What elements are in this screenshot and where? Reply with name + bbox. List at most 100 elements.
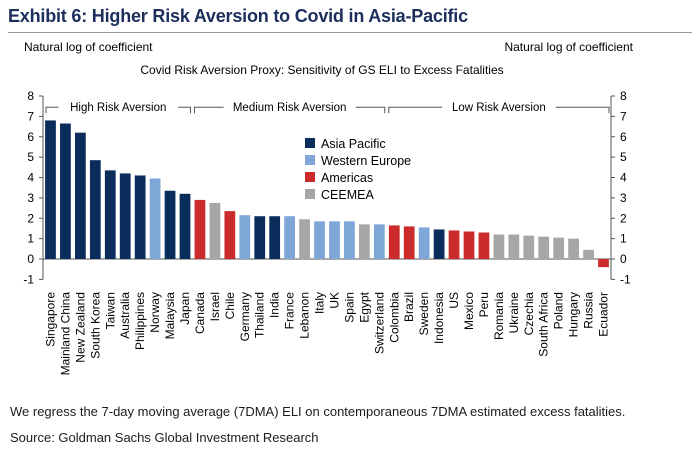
- x-tick-label: South Africa: [537, 292, 551, 357]
- y-tick-label-left: -1: [23, 272, 34, 286]
- bar-colombia: [388, 225, 400, 259]
- bar-mexico: [463, 231, 475, 259]
- x-tick-label: Ecuador: [597, 292, 611, 337]
- x-tick-label: Sweden: [417, 292, 431, 335]
- y-tick-label-left: 7: [27, 109, 34, 123]
- x-tick-label: US: [447, 292, 461, 309]
- x-tick-label: Canada: [193, 292, 207, 334]
- group-label: Medium Risk Aversion: [233, 102, 347, 114]
- x-tick-label: South Korea: [88, 292, 102, 359]
- bar-canada: [194, 199, 206, 259]
- x-tick-label: Thailand: [253, 292, 267, 338]
- bar-chile: [224, 211, 236, 259]
- y-tick-label-right: 1: [620, 232, 627, 246]
- bar-new-zealand: [74, 132, 86, 259]
- bar-france: [284, 216, 296, 259]
- group-label: High Risk Aversion: [70, 102, 166, 114]
- bar-ecuador: [598, 259, 609, 268]
- bar-philippines: [134, 175, 146, 259]
- y-tick-label-right: 6: [620, 130, 627, 144]
- y-tick-label-right: 2: [620, 211, 627, 225]
- legend-label: Western Europe: [321, 154, 411, 168]
- chart-container: Natural log of coefficient Natural log of…: [0, 34, 700, 394]
- bar-indonesia: [433, 229, 445, 259]
- y-axis-label-left: Natural log of coefficient: [24, 40, 153, 54]
- y-tick-label-right: 0: [620, 252, 627, 266]
- x-tick-label: UK: [327, 292, 341, 309]
- bar-israel: [209, 202, 221, 259]
- title-divider: [8, 32, 692, 33]
- legend-label: Americas: [321, 171, 373, 185]
- x-tick-label: Lebanon: [298, 292, 312, 339]
- x-tick-label: Germany: [238, 292, 252, 341]
- legend-label: Asia Pacific: [321, 137, 386, 151]
- bar-sweden: [418, 227, 430, 259]
- y-tick-label-right: 5: [620, 150, 627, 164]
- x-tick-label: Indonesia: [432, 292, 446, 344]
- x-tick-label: Mainland China: [58, 292, 72, 376]
- y-tick-label-right: -1: [620, 272, 631, 286]
- bar-india: [269, 216, 281, 259]
- x-tick-label: Poland: [552, 292, 566, 329]
- group-label: Low Risk Aversion: [452, 102, 546, 114]
- y-tick-label-left: 8: [27, 89, 34, 103]
- bar-us: [448, 230, 460, 259]
- bar-spain: [344, 221, 355, 259]
- x-tick-label: New Zealand: [73, 292, 87, 363]
- y-tick-label-left: 0: [27, 252, 34, 266]
- bar-brazil: [403, 226, 415, 259]
- x-tick-label: Russia: [582, 292, 596, 329]
- x-tick-label: Mexico: [462, 292, 476, 330]
- x-tick-label: Philippines: [133, 292, 147, 350]
- bar-thailand: [254, 216, 266, 259]
- y-tick-label-right: 3: [620, 191, 627, 205]
- bar-switzerland: [373, 224, 385, 259]
- x-tick-label: Israel: [208, 292, 222, 321]
- bar-taiwan: [104, 170, 116, 259]
- x-tick-label: Egypt: [357, 291, 371, 322]
- chart-source: Source: Goldman Sachs Global Investment …: [10, 430, 319, 445]
- chart-title: Covid Risk Aversion Proxy: Sensitivity o…: [140, 63, 503, 77]
- x-tick-label: Japan: [178, 292, 192, 325]
- bar-poland: [553, 237, 565, 259]
- y-axis-label-right: Natural log of coefficient: [504, 40, 633, 54]
- bar-malaysia: [164, 190, 176, 259]
- bar-romania: [493, 234, 505, 259]
- x-tick-label: Spain: [342, 292, 356, 323]
- y-tick-label-right: 8: [620, 89, 627, 103]
- bar-russia: [583, 249, 594, 259]
- bar-norway: [149, 178, 161, 259]
- x-tick-label: Colombia: [387, 292, 401, 343]
- bar-czechia: [523, 235, 535, 259]
- x-tick-label: Italy: [313, 292, 327, 314]
- legend-swatch: [305, 155, 315, 165]
- bar-japan: [179, 193, 191, 259]
- legend-swatch: [305, 189, 315, 199]
- x-tick-label: Norway: [148, 292, 162, 333]
- group-bracket: [45, 106, 191, 114]
- x-tick-label: Romania: [492, 292, 506, 340]
- bar-hungary: [568, 238, 580, 259]
- y-tick-label-left: 1: [27, 232, 34, 246]
- chart-note: We regress the 7-day moving average (7DM…: [10, 404, 626, 419]
- x-tick-label: India: [268, 292, 282, 318]
- legend-swatch: [305, 172, 315, 182]
- bar-ukraine: [508, 234, 520, 259]
- bar-germany: [239, 215, 251, 259]
- x-tick-label: Brazil: [402, 292, 416, 322]
- bar-chart: Natural log of coefficient Natural log of…: [23, 40, 633, 376]
- exhibit-title: Exhibit 6: Higher Risk Aversion to Covid…: [8, 6, 468, 26]
- bar-egypt: [358, 224, 370, 259]
- x-tick-label: Hungary: [567, 292, 581, 337]
- y-tick-label-left: 2: [27, 211, 34, 225]
- y-tick-label-left: 6: [27, 130, 34, 144]
- x-tick-label: Czechia: [522, 292, 536, 336]
- y-tick-label-left: 5: [27, 150, 34, 164]
- bar-italy: [314, 221, 325, 259]
- y-tick-label-left: 4: [27, 171, 34, 185]
- x-tick-label: Ukraine: [507, 292, 521, 334]
- x-tick-label: Singapore: [43, 292, 57, 347]
- x-tick-label: Taiwan: [103, 292, 117, 329]
- x-tick-label: Malaysia: [163, 292, 177, 340]
- group-bracket: [388, 106, 610, 114]
